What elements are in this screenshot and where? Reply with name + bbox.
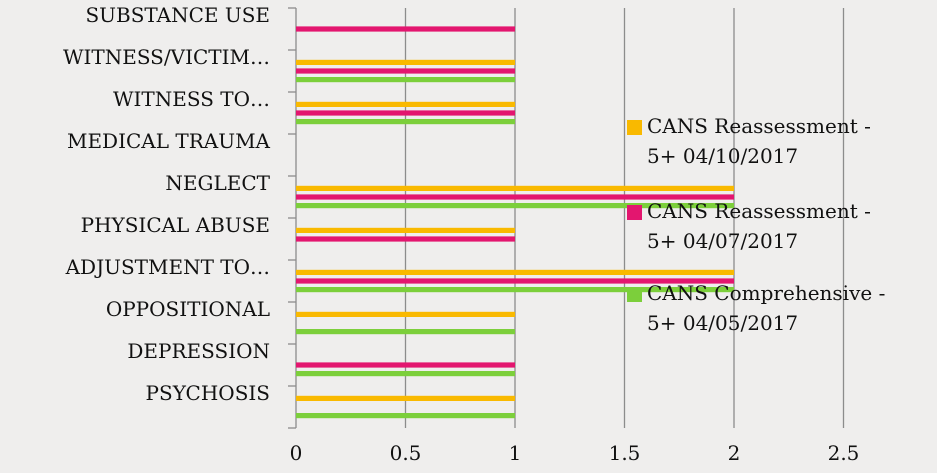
- y-category-label: PSYCHOSIS: [146, 381, 270, 405]
- y-category-label: WITNESS TO…: [113, 87, 270, 111]
- x-tick-label: 1: [509, 441, 522, 465]
- y-category-label: OPPOSITIONAL: [106, 297, 270, 321]
- y-category-label: NEGLECT: [165, 171, 270, 195]
- y-category-label: SUBSTANCE USE: [85, 3, 270, 27]
- bar-3: [296, 329, 515, 335]
- y-category-label: MEDICAL TRAUMA: [67, 129, 271, 153]
- legend-swatch: [627, 205, 642, 220]
- bar-2: [296, 236, 515, 242]
- x-tick-label: 1.5: [609, 441, 641, 465]
- legend-label-line2: 5+ 04/07/2017: [647, 229, 798, 253]
- legend-swatch: [627, 287, 642, 302]
- bar-3: [296, 371, 515, 377]
- x-tick-label: 0.5: [390, 441, 422, 465]
- y-category-label: WITNESS/VICTIM…: [63, 45, 270, 69]
- bar-1: [296, 101, 515, 107]
- y-category-label: ADJUSTMENT TO…: [65, 255, 270, 279]
- legend-label-line2: 5+ 04/10/2017: [647, 144, 798, 168]
- bar-1: [296, 185, 734, 191]
- bar-1: [296, 311, 515, 317]
- bar-2: [296, 362, 515, 368]
- bar-3: [296, 119, 515, 125]
- y-category-label: DEPRESSION: [127, 339, 270, 363]
- bar-2: [296, 68, 515, 74]
- legend-label-line2: 5+ 04/05/2017: [647, 311, 798, 335]
- bar-2: [296, 26, 515, 32]
- bar-2: [296, 278, 734, 284]
- bar-1: [296, 59, 515, 65]
- bar-1: [296, 395, 515, 401]
- legend-label-line1: CANS Comprehensive -: [647, 281, 885, 305]
- x-tick-label: 2.5: [828, 441, 860, 465]
- bar-3: [296, 287, 734, 293]
- bar-2: [296, 194, 734, 200]
- bar-1: [296, 269, 734, 275]
- bar-2: [296, 110, 515, 116]
- legend-label-line1: CANS Reassessment -: [647, 114, 871, 138]
- bar-1: [296, 227, 515, 233]
- legend-label-line1: CANS Reassessment -: [647, 199, 871, 223]
- x-tick-label: 0: [290, 441, 303, 465]
- bar-3: [296, 77, 515, 83]
- legend-swatch: [627, 120, 642, 135]
- y-category-label: PHYSICAL ABUSE: [81, 213, 270, 237]
- bar-3: [296, 203, 734, 209]
- bar-3: [296, 413, 515, 419]
- x-tick-label: 2: [728, 441, 741, 465]
